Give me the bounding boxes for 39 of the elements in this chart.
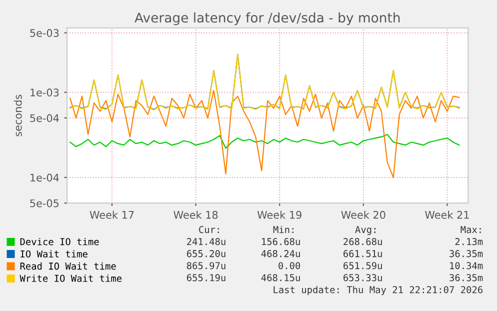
text: 661.51u <box>344 250 382 258</box>
x-tick-label: Week 20 <box>341 210 386 219</box>
text: 10.34m <box>450 262 483 270</box>
text: Cur: <box>199 226 219 234</box>
text: Avg: <box>355 226 376 235</box>
text: 468.15u <box>261 274 300 282</box>
text: 36.35m <box>450 274 483 282</box>
line-series <box>70 134 460 149</box>
x-tick-label: Week 17 <box>90 210 134 219</box>
y-tick-label: 5e-03 <box>30 29 59 37</box>
text: 655.20u <box>186 250 226 258</box>
y-tick-label: 1e-04 <box>30 174 59 182</box>
x-tick-label: Week 18 <box>174 210 218 219</box>
text: Max: <box>460 226 481 234</box>
text: 865.97u <box>186 262 226 270</box>
text: Min: <box>273 226 294 234</box>
text: 655.19u <box>186 274 226 282</box>
text: 268.68u <box>344 238 382 246</box>
legend-label: Device IO time <box>20 238 99 246</box>
legend-label: IO Wait time <box>20 250 88 258</box>
text: 156.68u <box>262 238 300 246</box>
legend-label: Write IO Wait time <box>20 274 122 282</box>
line-series <box>70 90 460 178</box>
text: 651.59u <box>344 262 382 270</box>
y-tick-label: 5e-05 <box>30 199 59 208</box>
x-tick-label: Week 19 <box>257 210 302 219</box>
text: 36.35m <box>450 250 483 258</box>
text: 2.13m <box>455 238 483 246</box>
text: Last update: Thu May 21 22:21:07 2026 <box>274 286 482 296</box>
y-axis-title: seconds <box>14 94 22 136</box>
text: 653.33u <box>344 274 382 282</box>
text: 0.00 <box>278 262 300 270</box>
x-tick-label: Week 21 <box>425 210 469 219</box>
legend-label: Read IO Wait time <box>20 262 116 270</box>
text: 468.24u <box>261 250 300 258</box>
chart-title: Average latency for /dev/sda - by month <box>134 12 400 26</box>
text: 241.48u <box>187 238 226 246</box>
y-tick-label: 1e-03 <box>30 88 59 96</box>
y-tick-label: 5e-04 <box>30 114 59 122</box>
